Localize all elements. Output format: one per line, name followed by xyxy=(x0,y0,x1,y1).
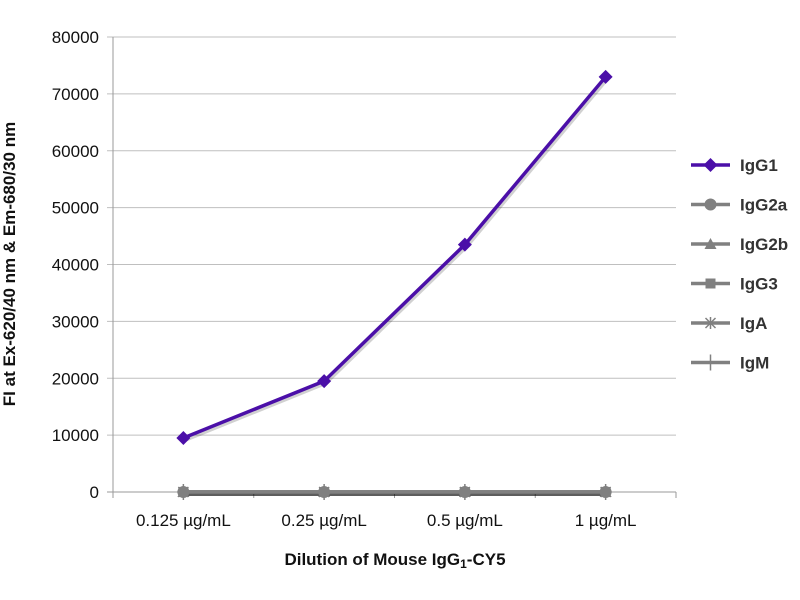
y-tick-label: 50000 xyxy=(52,199,99,218)
data-point-circle xyxy=(704,198,717,211)
data-point-square xyxy=(705,278,716,289)
legend-item-igg2b: IgG2b xyxy=(691,235,788,254)
y-axis-title: FI at Ex-620/40 nm & Em-680/30 nm xyxy=(0,122,19,406)
legend-item-iga: IgA xyxy=(691,314,767,333)
y-tick-label: 20000 xyxy=(52,369,99,388)
series-igg1 xyxy=(176,69,613,445)
data-point-diamond xyxy=(176,430,191,445)
legend-label: IgG2b xyxy=(740,235,788,254)
series-line-shadow xyxy=(184,77,609,442)
data-point-diamond xyxy=(598,69,613,84)
y-tick-label: 10000 xyxy=(52,426,99,445)
legend-item-igm: IgM xyxy=(691,354,769,373)
legend-item-igg1: IgG1 xyxy=(691,156,778,175)
data-point-diamond xyxy=(317,374,332,389)
x-tick-label: 0.25 µg/mL xyxy=(281,511,366,530)
y-tick-label: 60000 xyxy=(52,142,99,161)
legend-label: IgG1 xyxy=(740,156,778,175)
data-point-circle xyxy=(599,486,612,498)
legend: IgG1 IgG2a IgG2b IgG3 IgA IgM xyxy=(691,156,788,373)
legend-item-igg3: IgG3 xyxy=(691,275,778,294)
legend-label: IgA xyxy=(740,314,767,333)
x-axis-title-subscript: 1 xyxy=(460,557,467,571)
axes xyxy=(107,37,677,498)
x-axis-title: Dilution of Mouse IgG1-CY5 xyxy=(284,550,505,571)
y-tick-label: 0 xyxy=(90,483,99,502)
y-tick-labels: 0 10000 20000 30000 40000 50000 60000 70000 8000… xyxy=(52,28,99,502)
data-point-asterisk xyxy=(704,317,717,329)
legend-label: IgM xyxy=(740,354,769,373)
series-igg2a xyxy=(177,486,612,498)
y-tick-label: 30000 xyxy=(52,312,99,331)
x-tick-label: 0.5 µg/mL xyxy=(427,511,503,530)
data-point-circle xyxy=(177,486,190,498)
y-tick-label: 40000 xyxy=(52,256,99,275)
y-tick-label: 70000 xyxy=(52,85,99,104)
data-point-diamond xyxy=(457,237,472,252)
data-point-triangle xyxy=(704,238,717,249)
legend-item-igg2a: IgG2a xyxy=(691,196,788,215)
x-axis-title-suffix: -CY5 xyxy=(467,550,506,569)
series-line xyxy=(182,75,607,440)
x-tick-labels: 0.125 µg/mL 0.25 µg/mL 0.5 µg/mL 1 µg/mL xyxy=(136,511,637,530)
data-point-circle xyxy=(318,486,331,498)
legend-label: IgG3 xyxy=(740,275,778,294)
data-point-diamond xyxy=(703,158,718,172)
gridlines xyxy=(107,36,676,436)
x-tick-label: 1 µg/mL xyxy=(575,511,637,530)
x-tick-label: 0.125 µg/mL xyxy=(136,511,231,530)
y-tick-label: 80000 xyxy=(52,28,99,47)
data-point-circle xyxy=(458,486,471,498)
legend-label: IgG2a xyxy=(740,196,788,215)
series-lines xyxy=(176,69,613,500)
